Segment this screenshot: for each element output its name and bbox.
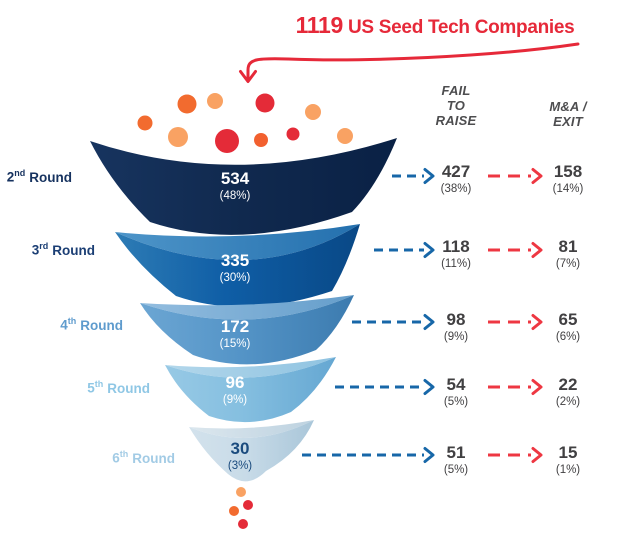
input-dots (137, 93, 353, 153)
fail-arrow-1 (392, 168, 435, 184)
input-dot (215, 129, 239, 153)
output-dots (229, 487, 253, 529)
stage-value-1: 534 (48%) (219, 169, 251, 202)
funnel-segment-3-highlight (140, 295, 354, 320)
fail-value-2: 118 (11%) (441, 237, 471, 270)
arrow-down-icon (239, 70, 257, 83)
input-dot (286, 127, 300, 141)
exit-arrows (488, 168, 543, 463)
funnel-segment-2 (115, 224, 360, 307)
page-title: 1119 US Seed Tech Companies (270, 12, 600, 39)
stage-label-5th-round: 5th Round (87, 379, 150, 396)
fail-value-1: 427 (38%) (440, 162, 472, 195)
stage-label-2nd-round: 2nd Round (6, 168, 72, 185)
exit-value-1: 158 (14%) (552, 162, 584, 195)
output-dot (236, 487, 246, 497)
title-total-count: 1119 (295, 12, 344, 38)
exit-value-2: 81 (7%) (555, 237, 581, 270)
stage-label-3rd-round: 3rd Round (31, 241, 95, 258)
output-dot (229, 506, 239, 516)
fail-arrow-5 (302, 447, 435, 463)
exit-value-3: 65 (6%) (555, 310, 581, 343)
fail-arrows (302, 168, 435, 463)
funnel-chart (90, 138, 397, 482)
column-header-fail-to-raise: FAIL TO RAISE (435, 83, 477, 128)
fail-arrow-3 (352, 314, 435, 330)
output-dot (243, 500, 253, 510)
stage-value-5: 30 (3%) (227, 439, 253, 472)
output-dot (238, 519, 248, 529)
column-header-mna-exit: M&A / EXIT (549, 99, 587, 129)
funnel-segment-1 (90, 138, 397, 235)
exit-arrow-5 (488, 447, 543, 463)
title-label: US Seed Tech Companies (348, 17, 575, 38)
input-dot (207, 93, 223, 109)
funnel-segment-4 (165, 357, 336, 423)
fail-value-4: 54 (5%) (443, 375, 469, 408)
funnel-segment-4-highlight (165, 357, 336, 378)
exit-arrow-3 (488, 314, 543, 330)
stage-label-4th-round: 4th Round (60, 316, 123, 333)
funnel-segment-5-highlight (189, 420, 314, 438)
title-arrow (239, 42, 580, 83)
exit-value-4: 22 (2%) (555, 375, 581, 408)
input-dot (255, 93, 275, 113)
input-dot (137, 115, 153, 131)
funnel-segment-3 (140, 295, 354, 365)
fail-arrow-4 (335, 379, 435, 395)
input-dot (168, 127, 188, 147)
exit-arrow-1 (488, 168, 543, 184)
exit-arrow-2 (488, 242, 543, 258)
stage-value-2: 335 (30%) (219, 251, 251, 284)
stage-value-3: 172 (15%) (219, 317, 251, 350)
input-dot (337, 128, 353, 144)
fail-value-3: 98 (9%) (443, 310, 469, 343)
fail-arrow-2 (374, 242, 435, 258)
stage-label-6th-round: 6th Round (112, 449, 175, 466)
exit-arrow-4 (488, 379, 543, 395)
stage-value-4: 96 (9%) (222, 373, 248, 406)
funnel-segment-5 (189, 420, 314, 482)
fail-value-5: 51 (5%) (443, 443, 469, 476)
input-dot (177, 94, 197, 114)
exit-value-5: 15 (1%) (555, 443, 581, 476)
input-dot (254, 133, 268, 147)
input-dot (305, 104, 321, 120)
funnel-segment-2-highlight (115, 224, 360, 261)
